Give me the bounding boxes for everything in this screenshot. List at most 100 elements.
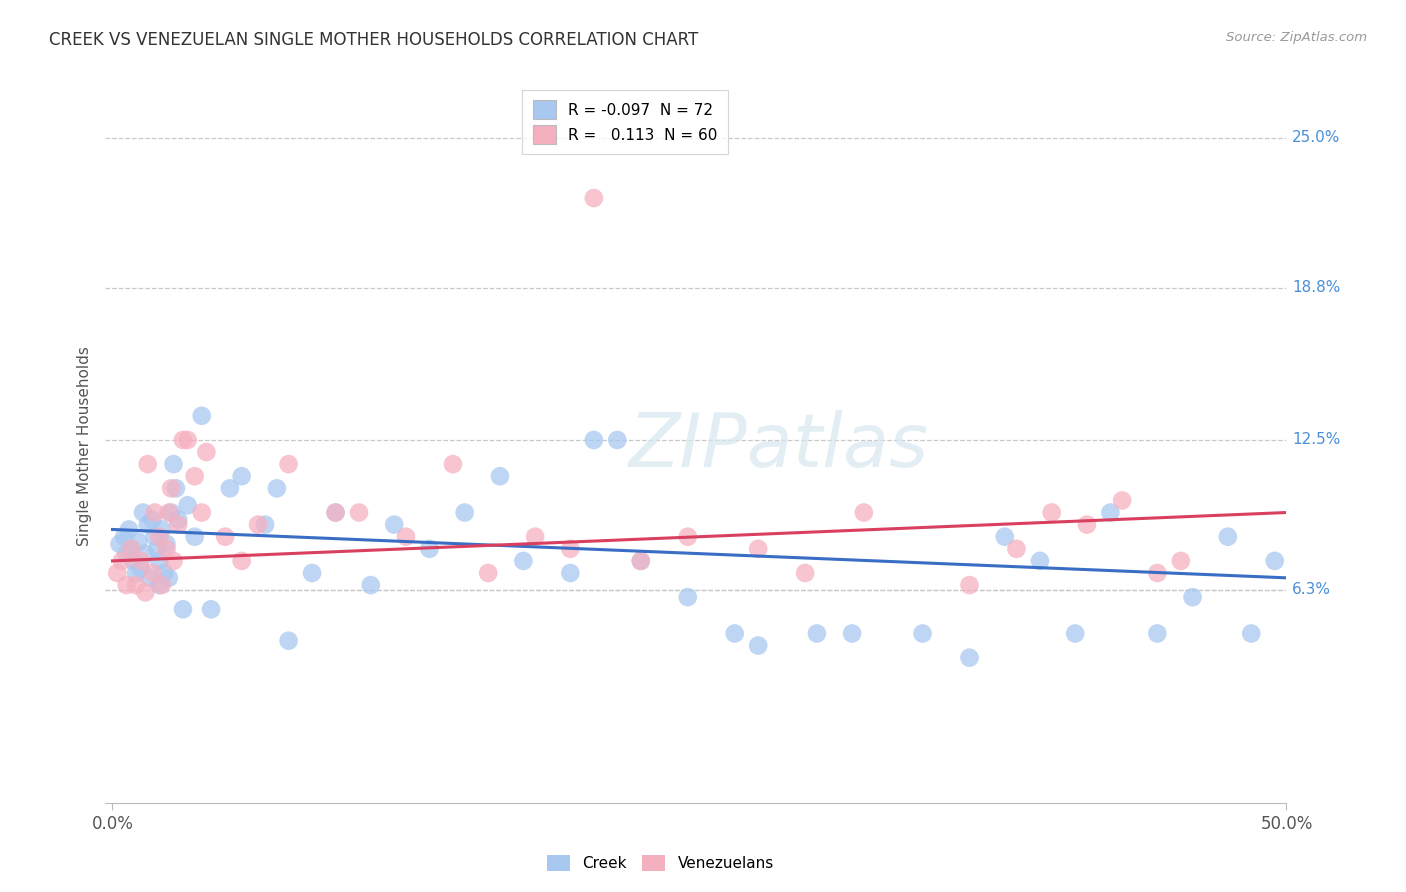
Point: [165, 481, 187, 495]
Point: [630, 554, 652, 568]
Point: [254, 517, 277, 532]
Point: [1099, 506, 1122, 520]
Text: 6.3%: 6.3%: [1292, 582, 1331, 598]
Point: [489, 469, 512, 483]
Point: [266, 481, 288, 495]
Point: [959, 650, 981, 665]
Point: [1005, 541, 1028, 556]
Point: [676, 590, 699, 604]
Point: [1064, 626, 1087, 640]
Point: [122, 554, 145, 568]
Point: [190, 409, 212, 423]
Point: [806, 626, 828, 640]
Point: [143, 506, 166, 520]
Point: [155, 541, 177, 556]
Point: [441, 457, 464, 471]
Point: [148, 530, 170, 544]
Point: [190, 506, 212, 520]
Point: [747, 541, 769, 556]
Text: 18.8%: 18.8%: [1292, 280, 1340, 295]
Text: CREEK VS VENEZUELAN SINGLE MOTHER HOUSEHOLDS CORRELATION CHART: CREEK VS VENEZUELAN SINGLE MOTHER HOUSEH…: [49, 31, 699, 49]
Point: [852, 506, 875, 520]
Point: [115, 578, 138, 592]
Point: [1146, 566, 1168, 580]
Point: [477, 566, 499, 580]
Point: [167, 517, 190, 532]
Point: [127, 534, 149, 549]
Point: [841, 626, 863, 640]
Point: [1181, 590, 1204, 604]
Point: [1264, 554, 1286, 568]
Point: [105, 566, 128, 580]
Point: [136, 457, 159, 471]
Point: [395, 530, 418, 544]
Point: [277, 633, 299, 648]
Point: [418, 541, 440, 556]
Point: [195, 445, 218, 459]
Point: [606, 433, 628, 447]
Point: [200, 602, 222, 616]
Point: [360, 578, 382, 592]
Point: [162, 457, 184, 471]
Point: [134, 585, 156, 599]
Point: [247, 517, 270, 532]
Point: [108, 537, 131, 551]
Point: [112, 530, 135, 544]
Point: [1040, 506, 1063, 520]
Point: [959, 578, 981, 592]
Point: [146, 541, 169, 556]
Point: [1216, 530, 1239, 544]
Point: [136, 517, 159, 532]
Point: [115, 547, 138, 561]
Point: [148, 554, 170, 568]
Point: [160, 481, 183, 495]
Y-axis label: Single Mother Households: Single Mother Households: [76, 346, 91, 546]
Point: [454, 506, 477, 520]
Point: [162, 554, 184, 568]
Point: [994, 530, 1017, 544]
Point: [630, 554, 652, 568]
Point: [1076, 517, 1098, 532]
Point: [582, 191, 605, 205]
Point: [512, 554, 534, 568]
Point: [183, 530, 205, 544]
Point: [325, 506, 347, 520]
Point: [148, 578, 170, 592]
Point: [155, 537, 177, 551]
Point: [157, 506, 180, 520]
Point: [325, 506, 347, 520]
Point: [1146, 626, 1168, 640]
Point: [1029, 554, 1052, 568]
Point: [160, 506, 183, 520]
Text: ZIPatlas: ZIPatlas: [628, 410, 929, 482]
Point: [167, 513, 190, 527]
Legend: Creek, Venezuelans: Creek, Venezuelans: [541, 849, 780, 877]
Point: [582, 433, 605, 447]
Point: [139, 571, 162, 585]
Point: [125, 578, 148, 592]
Point: [120, 541, 142, 556]
Point: [129, 561, 152, 575]
Point: [676, 530, 699, 544]
Point: [524, 530, 547, 544]
Point: [176, 498, 198, 512]
Point: [219, 481, 242, 495]
Point: [141, 566, 163, 580]
Text: 12.5%: 12.5%: [1292, 433, 1340, 448]
Text: Source: ZipAtlas.com: Source: ZipAtlas.com: [1226, 31, 1367, 45]
Point: [277, 457, 299, 471]
Point: [231, 554, 253, 568]
Point: [120, 541, 142, 556]
Point: [157, 571, 180, 585]
Point: [231, 469, 253, 483]
Point: [153, 566, 176, 580]
Point: [347, 506, 370, 520]
Point: [560, 566, 582, 580]
Point: [301, 566, 323, 580]
Point: [1111, 493, 1133, 508]
Point: [794, 566, 817, 580]
Point: [911, 626, 934, 640]
Point: [183, 469, 205, 483]
Point: [141, 513, 163, 527]
Point: [560, 541, 582, 556]
